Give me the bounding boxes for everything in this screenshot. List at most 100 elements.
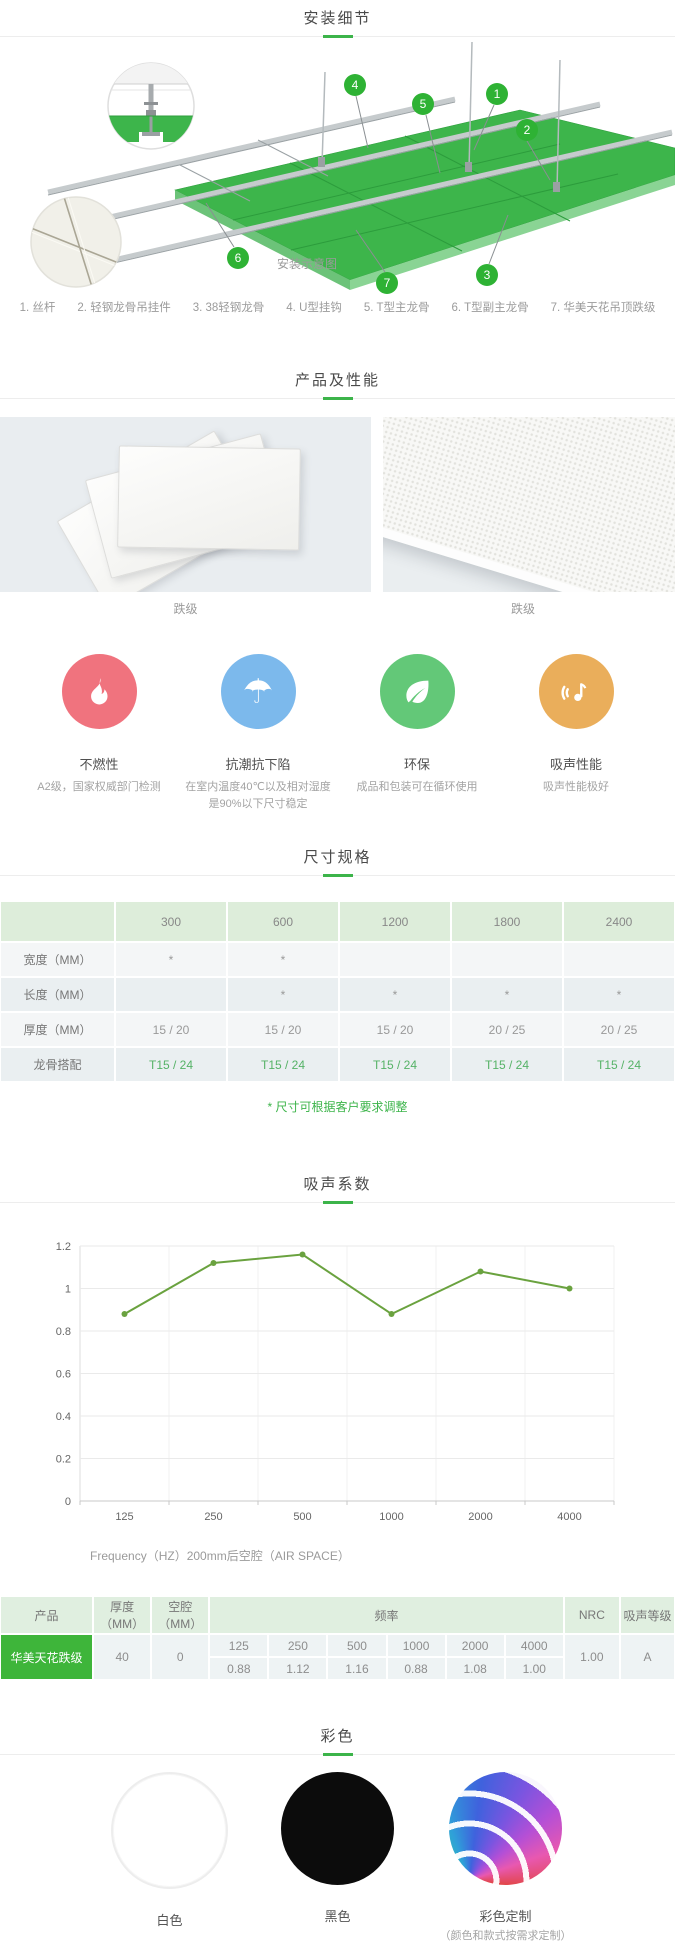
green-underline bbox=[322, 874, 353, 877]
spec-cell: T15 / 24 bbox=[563, 1047, 675, 1082]
spec-cell: T15 / 24 bbox=[451, 1047, 563, 1082]
data-point bbox=[210, 1260, 217, 1266]
color-sub-label bbox=[100, 1932, 240, 1948]
feature-card: ☂ 抗潮抗下陷 在室内温度40℃以及相对湿度是90%以下尺寸稳定 bbox=[179, 654, 338, 813]
spec-cell bbox=[339, 942, 451, 977]
perf-value-cell: 1.12 bbox=[268, 1657, 328, 1680]
spec-cell: 20 / 25 bbox=[451, 1012, 563, 1047]
product-label: 跌级 bbox=[510, 602, 535, 616]
perf-header-product: 产品 bbox=[0, 1596, 94, 1634]
x-tick-label: 125 bbox=[115, 1511, 133, 1523]
spec-header-cell: 1200 bbox=[339, 901, 451, 942]
svg-text:4: 4 bbox=[352, 78, 359, 92]
section-rule bbox=[0, 35, 675, 40]
legend-item: 2. 轻钢龙骨吊挂件 bbox=[77, 302, 171, 314]
legend-item: 7. 华美天花吊顶跌级 bbox=[550, 302, 656, 314]
perf-data-row2: 0.88 1.12 1.16 0.88 1.08 1.00 bbox=[0, 1657, 675, 1680]
spec-cell: * bbox=[563, 977, 675, 1012]
color-label: 白色 bbox=[156, 1913, 183, 1928]
spec-row: 厚度（MM） 15 / 20 15 / 20 15 / 20 20 / 25 20 / 2… bbox=[0, 1012, 675, 1047]
data-point bbox=[566, 1285, 573, 1292]
badge-leader-lines bbox=[205, 95, 551, 273]
tile-corner bbox=[383, 417, 675, 592]
flame-icon bbox=[61, 654, 137, 729]
color-sub-label: （颜色和款式按需求定制） bbox=[439, 1930, 572, 1942]
legend-item: 1. 丝杆 bbox=[19, 302, 56, 314]
perf-nrc-cell: 1.00 bbox=[563, 1634, 620, 1680]
spec-note: * 尺寸可根据客户要求调整 bbox=[267, 1100, 408, 1114]
section-rule bbox=[0, 874, 675, 879]
green-underline bbox=[322, 397, 353, 400]
color-swatch-white bbox=[111, 1772, 228, 1889]
feature-desc: 在室内温度40℃以及相对湿度是90%以下尺寸稳定 bbox=[185, 781, 331, 810]
perf-freq-cell: 250 bbox=[268, 1634, 328, 1657]
feature-title: 不燃性 bbox=[79, 757, 119, 772]
spec-cell: 15 / 20 bbox=[115, 1012, 227, 1047]
spec-row: 龙骨搭配 T15 / 24 T15 / 24 T15 / 24 T15 / 24 T15 … bbox=[0, 1047, 675, 1082]
section-title-colors: 彩色 bbox=[320, 1728, 355, 1745]
y-tick-label: 0 bbox=[65, 1496, 71, 1508]
perf-freq-cell: 1000 bbox=[386, 1634, 446, 1657]
badge-7: 7 bbox=[376, 272, 398, 294]
green-underline bbox=[322, 1753, 353, 1756]
spec-header-row: 300 600 1200 1800 2400 bbox=[0, 901, 675, 942]
detail-inset-cross-section bbox=[107, 62, 195, 150]
spec-cell: * bbox=[115, 942, 227, 977]
perf-cavity-cell: 0 bbox=[151, 1634, 210, 1680]
svg-text:1: 1 bbox=[494, 87, 501, 101]
section-rule bbox=[0, 397, 675, 402]
section-header-specs: 尺寸规格 bbox=[0, 847, 675, 879]
perf-freq-cell: 2000 bbox=[445, 1634, 505, 1657]
perf-value-cell: 0.88 bbox=[386, 1657, 446, 1680]
feature-title: 环保 bbox=[403, 757, 430, 772]
svg-text:6: 6 bbox=[235, 251, 242, 265]
data-point bbox=[477, 1268, 484, 1275]
badge-4: 4 bbox=[344, 74, 366, 96]
spec-cell: * bbox=[227, 942, 339, 977]
svg-text:3: 3 bbox=[484, 268, 491, 282]
spec-cell: T15 / 24 bbox=[115, 1047, 227, 1082]
perf-header-thickness: 厚度（MM） bbox=[93, 1596, 152, 1634]
feature-desc: 吸声性能极好 bbox=[543, 781, 609, 793]
chart-x-axis-caption: Frequency（HZ）200mm后空腔（AIR SPACE） bbox=[90, 1549, 350, 1563]
feature-card: 吸声性能吸声性能极好 bbox=[497, 654, 656, 813]
perf-header-frequency: 频率 bbox=[209, 1596, 564, 1634]
spec-header-cell: 600 bbox=[227, 901, 339, 942]
perf-header-cavity: 空腔（MM） bbox=[151, 1596, 210, 1634]
perf-thickness-cell: 40 bbox=[93, 1634, 152, 1680]
data-line bbox=[124, 1253, 570, 1316]
data-point bbox=[388, 1311, 395, 1317]
color-swatch-black bbox=[281, 1772, 394, 1885]
product-image-panels bbox=[0, 417, 371, 592]
x-tick-label: 1000 bbox=[379, 1511, 403, 1523]
spec-cell: * bbox=[227, 977, 339, 1012]
color-option-row: 白色 黑色 彩色定制 （颜色和款式按需求定制） bbox=[0, 1772, 675, 1948]
color-option-white: 白色 bbox=[100, 1772, 240, 1948]
y-tick-label: 1.2 bbox=[56, 1241, 71, 1253]
spec-header-cell bbox=[0, 901, 115, 942]
svg-text:2: 2 bbox=[524, 123, 531, 137]
perf-data-row: 华美天花跌级 40 0 125 250 500 1000 2000 4000 1.00 A bbox=[0, 1634, 675, 1680]
y-tick-label: 0.2 bbox=[56, 1454, 71, 1466]
section-title-install: 安装细节 bbox=[303, 10, 372, 27]
umbrella-icon: ☂ bbox=[220, 654, 296, 729]
x-tick-label: 500 bbox=[293, 1511, 311, 1523]
feature-card: 环保 成品和包装可在循环使用 bbox=[338, 654, 497, 813]
spec-cell: * bbox=[451, 977, 563, 1012]
y-tick-label: 0.6 bbox=[56, 1369, 71, 1381]
spec-cell: T15 / 24 bbox=[339, 1047, 451, 1082]
perf-value-cell: 1.16 bbox=[327, 1657, 387, 1680]
size-spec-table: 300 600 1200 1800 2400 宽度（MM） * * 长度（MM） * * * * 厚度（M… bbox=[0, 901, 675, 1082]
feature-title: 吸声性能 bbox=[549, 757, 602, 772]
spec-row: 长度（MM） * * * * bbox=[0, 977, 675, 1012]
green-underline bbox=[322, 1201, 353, 1204]
absorption-line-chart: 0 0.2 0.4 0.6 0.8 1 1.2 125 250 500 1000 2000 4000 bbox=[56, 1241, 615, 1523]
detail-inset-tile-joint bbox=[30, 196, 122, 288]
section-title-specs: 尺寸规格 bbox=[303, 849, 372, 866]
perf-value-cell: 1.00 bbox=[504, 1657, 564, 1680]
perf-header-nrc: NRC bbox=[563, 1596, 620, 1634]
data-point bbox=[299, 1251, 306, 1258]
spec-header-cell: 2400 bbox=[563, 901, 675, 942]
product-label: 跌级 bbox=[173, 602, 198, 616]
section-header-colors: 彩色 bbox=[0, 1726, 675, 1758]
